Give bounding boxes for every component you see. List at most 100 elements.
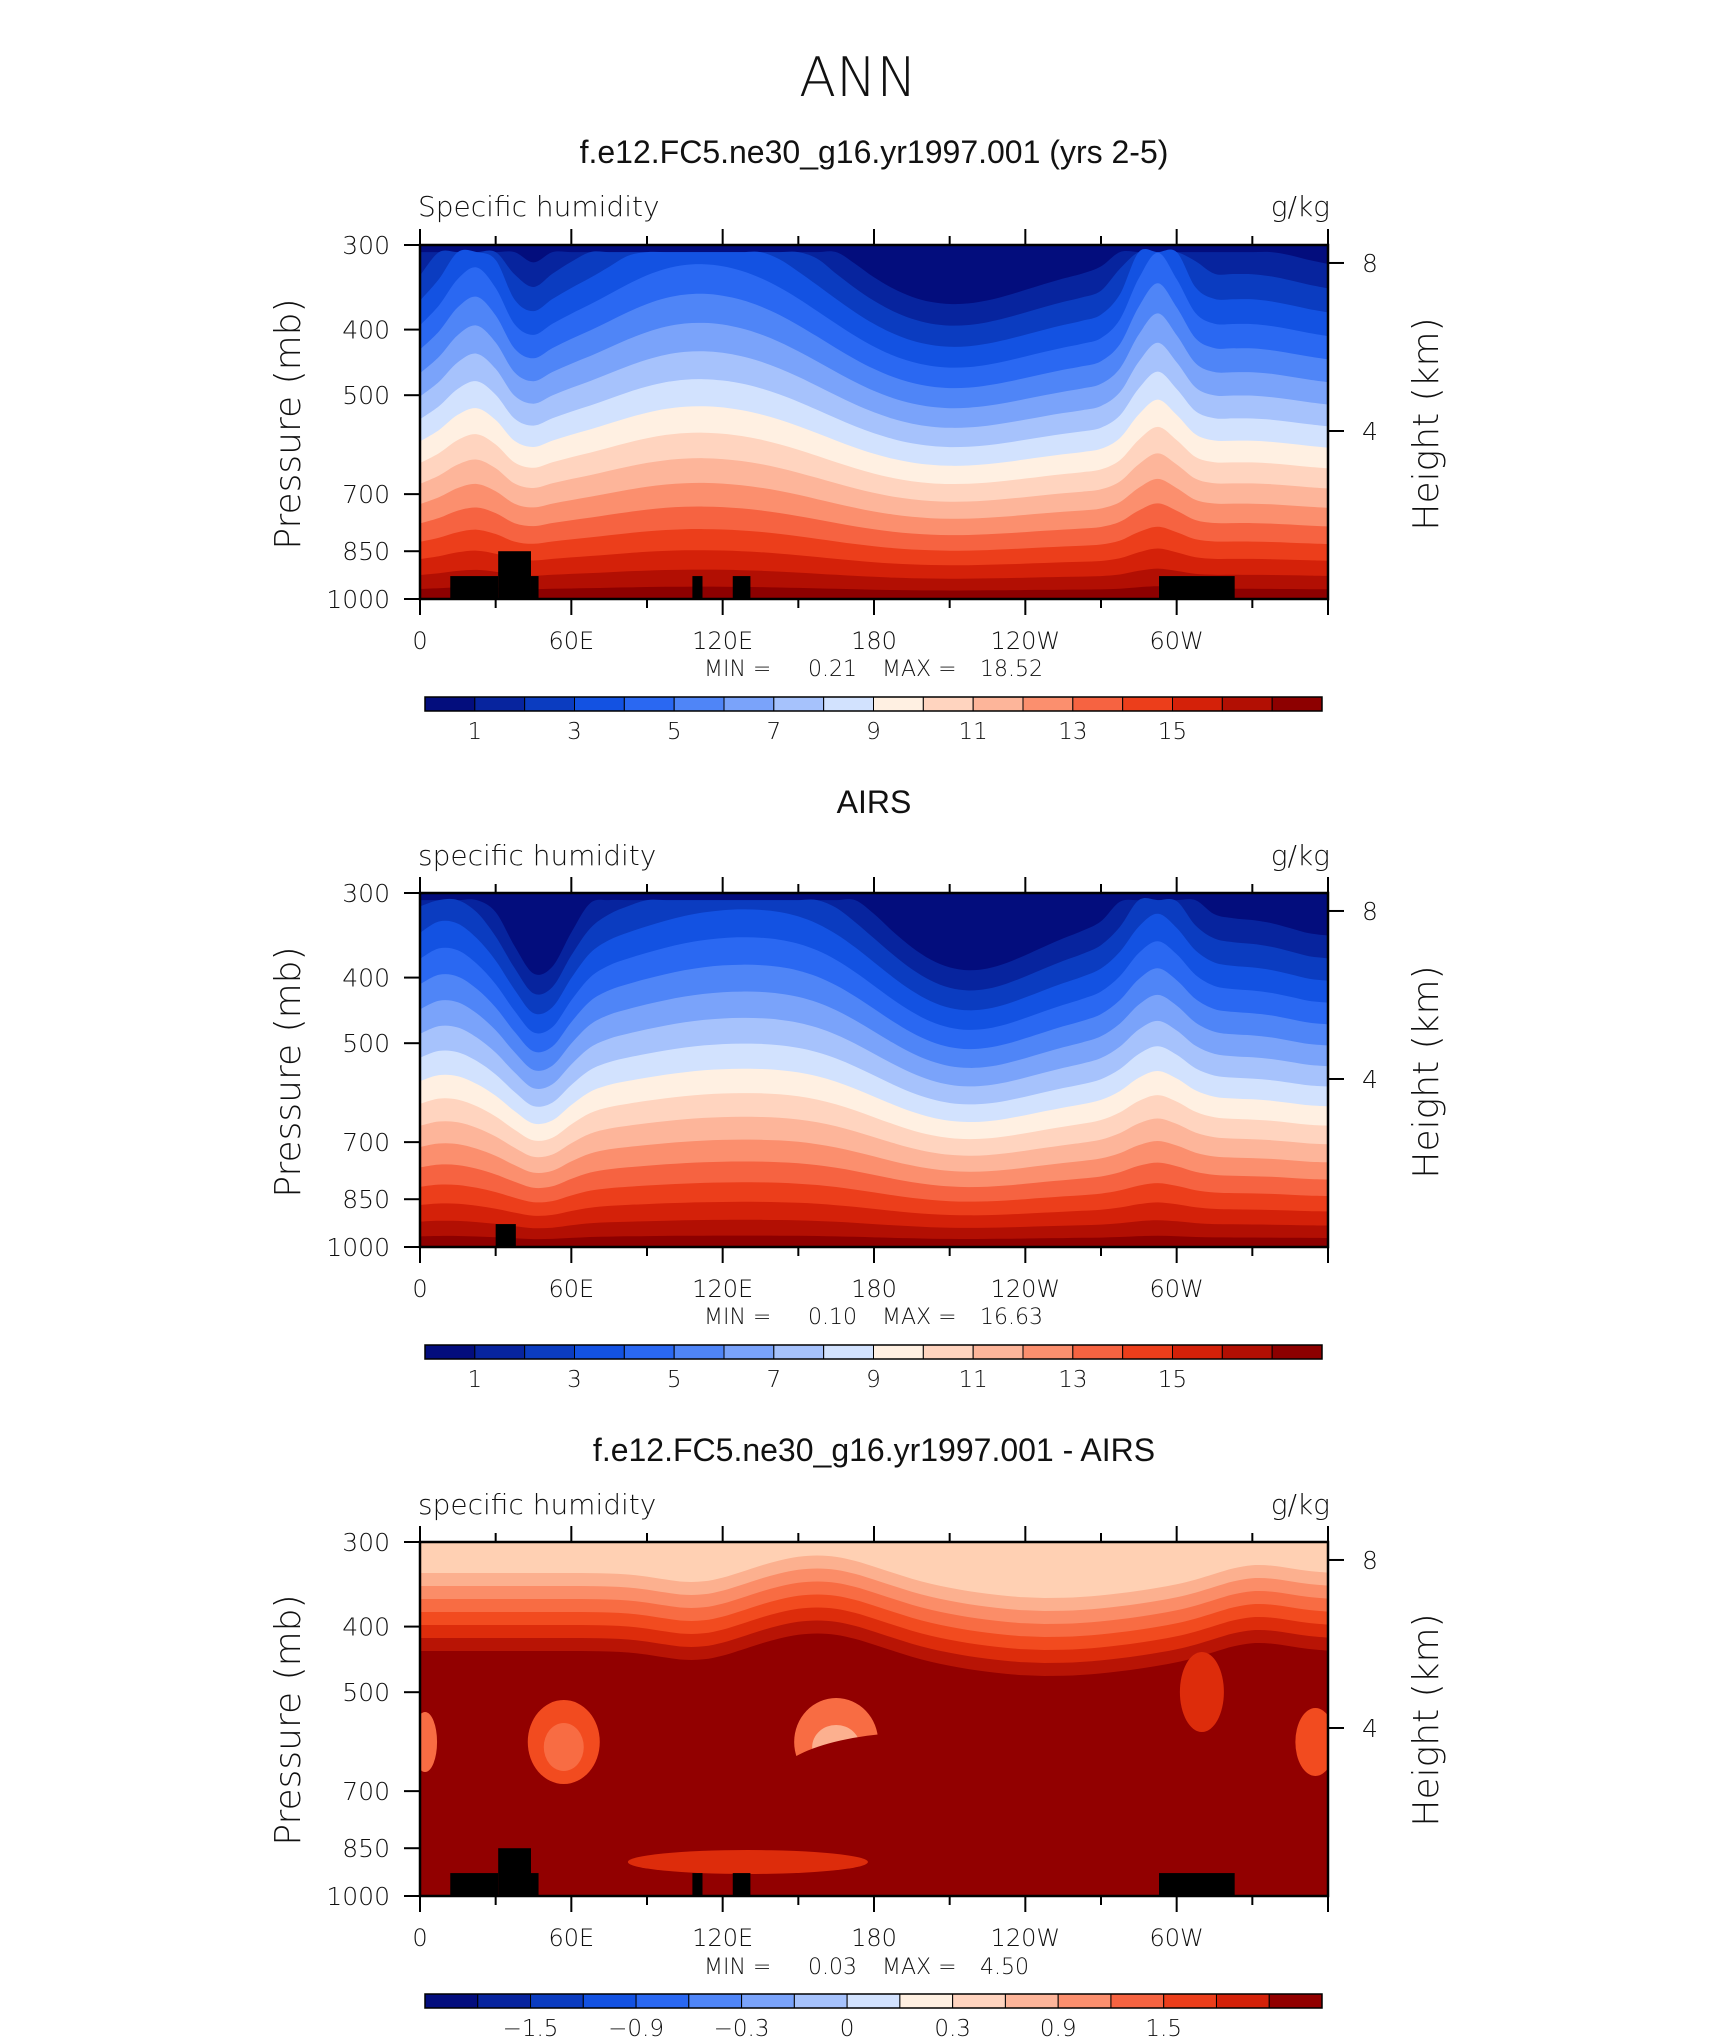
colorbar-label: −1.5 bbox=[503, 2016, 559, 2038]
colorbar-swatch bbox=[773, 1344, 825, 1360]
y-tick-label: 400 bbox=[342, 964, 390, 993]
colorbar-swatch bbox=[1271, 696, 1323, 712]
x-tick-label: 180 bbox=[851, 1924, 897, 1952]
contour-blob bbox=[627, 1850, 868, 1874]
missing-data-block bbox=[498, 551, 531, 599]
panel-model: f.e12.FC5.ne30_g16.yr1997.001 (yrs 2-5) … bbox=[268, 134, 1447, 745]
panel-diff-max-label: MAX = bbox=[882, 1955, 957, 1980]
y-tick-label: 850 bbox=[342, 1834, 390, 1863]
y-tick-label: 700 bbox=[342, 1128, 390, 1157]
y-right-tick-label: 4 bbox=[1362, 417, 1378, 446]
colorbar-label: 9 bbox=[866, 719, 881, 745]
panel-obs-y-right-label: Height (km) bbox=[1406, 965, 1447, 1178]
colorbar-swatch bbox=[1268, 1993, 1323, 2009]
colorbar-swatch bbox=[424, 1993, 479, 2009]
x-tick-label: 120E bbox=[692, 1275, 753, 1303]
colorbar-label: 9 bbox=[866, 1367, 881, 1393]
panel-diff-field bbox=[420, 1542, 1328, 1896]
colorbar-swatch bbox=[574, 696, 625, 712]
contour-blob bbox=[1179, 1652, 1224, 1732]
colorbar-label: 1 bbox=[468, 1367, 483, 1393]
colorbar-swatch bbox=[1122, 696, 1173, 712]
panel-model-max-label: MAX = bbox=[882, 657, 957, 682]
x-tick-label: 120W bbox=[991, 1924, 1061, 1952]
colorbar-label: −0.3 bbox=[714, 2016, 770, 2038]
colorbar-swatch bbox=[530, 1993, 584, 2009]
missing-data-block bbox=[692, 576, 703, 599]
x-tick-label: 0 bbox=[412, 627, 427, 655]
panel-model-field bbox=[420, 245, 1328, 599]
colorbar-outline bbox=[424, 1993, 1323, 2009]
y-right-tick-label: 8 bbox=[1362, 249, 1378, 278]
colorbar-swatch bbox=[1271, 1344, 1323, 1360]
y-tick-label: 300 bbox=[342, 1528, 390, 1557]
colorbar-swatch bbox=[1221, 1344, 1273, 1360]
colorbar-label: 7 bbox=[767, 1367, 782, 1393]
colorbar-swatch bbox=[773, 696, 825, 712]
colorbar-swatch bbox=[623, 696, 675, 712]
y-tick-label: 1000 bbox=[326, 1882, 390, 1911]
colorbar-swatch bbox=[1057, 1993, 1112, 2009]
x-tick-label: 60E bbox=[548, 1924, 594, 1952]
panel-model-min-value: 0.21 bbox=[808, 657, 857, 682]
panel-model-max-value: 18.52 bbox=[980, 657, 1043, 682]
colorbar-swatch bbox=[1004, 1993, 1059, 2009]
colorbar-swatch bbox=[873, 696, 924, 712]
y-tick-label: 500 bbox=[342, 1029, 390, 1058]
panel-diff-missing-data bbox=[450, 1848, 1235, 1896]
missing-data-block bbox=[732, 576, 751, 599]
contour-blob bbox=[543, 1723, 584, 1771]
colorbar-swatch bbox=[1072, 696, 1124, 712]
colorbar-swatch bbox=[1172, 696, 1223, 712]
x-tick-label: 60E bbox=[548, 1275, 594, 1303]
y-tick-label: 300 bbox=[342, 231, 390, 260]
y-tick-label: 500 bbox=[342, 1678, 390, 1707]
x-tick-label: 0 bbox=[412, 1924, 427, 1952]
missing-data-block bbox=[450, 1873, 499, 1896]
colorbar-label: 0.9 bbox=[1040, 2016, 1077, 2038]
colorbar-swatch bbox=[723, 696, 775, 712]
colorbar-label: 13 bbox=[1058, 719, 1087, 745]
colorbar-swatch bbox=[972, 1344, 1024, 1360]
colorbar-swatch bbox=[1172, 1344, 1223, 1360]
missing-data-block bbox=[732, 1873, 751, 1896]
x-tick-label: 60W bbox=[1150, 1924, 1204, 1952]
y-tick-label: 700 bbox=[342, 1777, 390, 1806]
colorbar-outline bbox=[424, 1344, 1323, 1360]
colorbar-swatch bbox=[723, 1344, 775, 1360]
panel-obs-min-label: MIN = bbox=[704, 1305, 771, 1330]
colorbar-label: 15 bbox=[1158, 1367, 1187, 1393]
colorbar-swatch bbox=[424, 1344, 476, 1360]
panel-model-missing-data bbox=[450, 551, 1235, 599]
colorbar-swatch bbox=[673, 1344, 725, 1360]
panel-model-units: g/kg bbox=[1271, 190, 1330, 223]
panel-obs-y-label: Pressure (mb) bbox=[268, 946, 309, 1197]
y-right-tick-label: 8 bbox=[1362, 897, 1378, 926]
panel-obs-max-value: 16.63 bbox=[980, 1305, 1043, 1330]
x-tick-label: 120E bbox=[692, 1924, 753, 1952]
missing-data-block bbox=[1159, 576, 1235, 599]
panel-diff-units: g/kg bbox=[1271, 1488, 1330, 1521]
colorbar-swatch bbox=[873, 1344, 924, 1360]
panel-diff-title: f.e12.FC5.ne30_g16.yr1997.001 - AIRS bbox=[593, 1432, 1155, 1468]
x-tick-label: 60E bbox=[548, 627, 594, 655]
colorbar-swatch bbox=[688, 1993, 743, 2009]
y-tick-label: 500 bbox=[342, 381, 390, 410]
colorbar-label: 3 bbox=[567, 719, 582, 745]
colorbar-swatch bbox=[474, 1344, 526, 1360]
y-tick-label: 1000 bbox=[326, 585, 390, 614]
colorbar-swatch bbox=[846, 1993, 901, 2009]
panel-model-min-label: MIN = bbox=[704, 657, 771, 682]
panel-diff-y-label: Pressure (mb) bbox=[268, 1594, 309, 1845]
colorbar-swatch bbox=[922, 1344, 974, 1360]
colorbar-label: 5 bbox=[667, 719, 682, 745]
contour-blob bbox=[774, 1732, 1075, 1832]
x-tick-label: 60W bbox=[1150, 627, 1204, 655]
contour-band bbox=[420, 1235, 1328, 1247]
colorbar-swatch bbox=[1163, 1993, 1217, 2009]
missing-data-block bbox=[1159, 1873, 1235, 1896]
missing-data-block bbox=[530, 1873, 539, 1896]
colorbar-swatch bbox=[793, 1993, 848, 2009]
colorbar-swatch bbox=[673, 696, 725, 712]
